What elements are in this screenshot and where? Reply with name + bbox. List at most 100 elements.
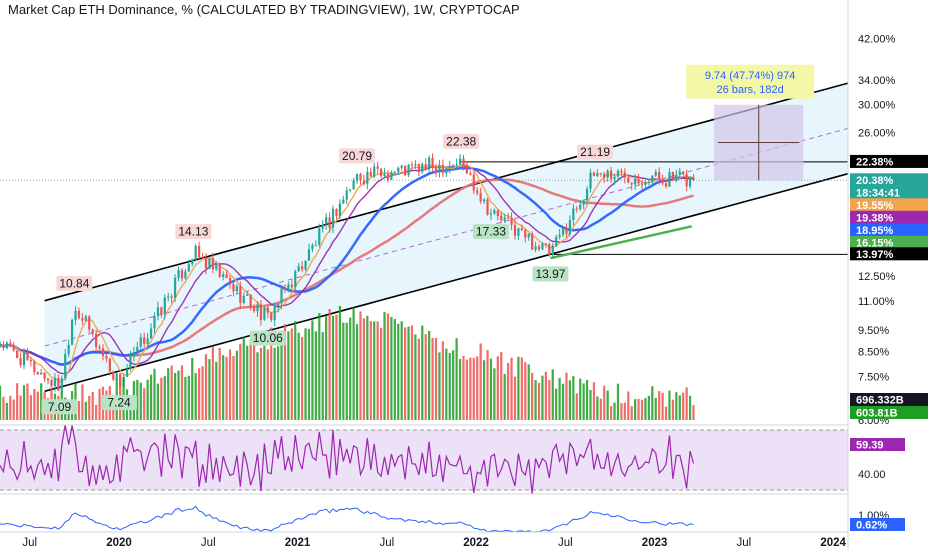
volume-label-box (850, 393, 928, 406)
candle-body (222, 274, 225, 277)
volume-bar (568, 380, 572, 420)
candle-body (510, 218, 513, 225)
candle-body (204, 257, 208, 269)
volume-bar (81, 384, 84, 420)
time-axis-tick: 2024 (820, 537, 846, 549)
volume-bar (603, 385, 606, 420)
rsi-tick: 40.00 (858, 469, 886, 481)
candle-body (438, 164, 441, 173)
candle-body (352, 180, 355, 190)
candle-body (386, 173, 390, 180)
volume-bar (424, 334, 427, 420)
volume-bar (143, 388, 146, 420)
candle-body (671, 172, 675, 180)
candle-body (98, 346, 101, 349)
volume-bar (541, 375, 544, 420)
key-point-label-box (41, 399, 78, 415)
volume-bar (458, 359, 462, 420)
channel-upper-line (44, 82, 849, 302)
volume-bar (503, 373, 506, 420)
price-label: 22.38% (856, 156, 894, 168)
candle-body (259, 304, 263, 320)
price-label-box (850, 154, 928, 168)
volume-bar (98, 388, 101, 420)
volume-bar (658, 391, 661, 420)
volume-bar (455, 338, 458, 420)
candle-body (465, 165, 469, 174)
macd-value-box (850, 518, 905, 531)
key-point-label: 7.09 (48, 400, 72, 414)
volume-bar (489, 358, 493, 420)
candle-body (616, 170, 620, 177)
rsi-value-box (850, 438, 905, 451)
candle-body (654, 172, 657, 176)
candle-body (527, 233, 530, 238)
candle-body (43, 372, 46, 379)
price-axis-tick: 34.00% (858, 75, 896, 87)
volume-bar (685, 387, 688, 420)
rsi-line (0, 424, 695, 494)
volume-bar (510, 357, 513, 420)
volume-bar (215, 361, 218, 420)
volume-bar (558, 377, 561, 420)
volume-bar (634, 399, 637, 420)
price-label: 16.15% (856, 237, 894, 249)
candle-body (448, 166, 451, 169)
volume-bar (379, 327, 383, 420)
volume-bar (307, 328, 311, 420)
candle-body (325, 217, 328, 225)
candle-body (112, 371, 115, 380)
candle-body (270, 312, 273, 321)
price-axis-bg (848, 0, 932, 550)
key-point-label: 17.33 (476, 225, 506, 239)
time-axis-tick: 2023 (642, 537, 668, 549)
volume-bar (623, 402, 626, 420)
price-axis-tick: 11.00% (858, 296, 895, 308)
volume-bar (335, 314, 338, 420)
candle-body (551, 245, 554, 255)
volume-label: 603.81B (856, 408, 898, 420)
volume-bar (5, 402, 8, 420)
candle-body (143, 337, 146, 344)
candle-body (19, 358, 22, 366)
candle-body (194, 245, 197, 260)
candle-body (379, 168, 383, 177)
volume-bar (12, 399, 15, 420)
volume-bar (280, 336, 283, 420)
price-label-box (850, 210, 928, 224)
volume-bar (589, 389, 592, 420)
candle-body (407, 164, 410, 175)
volume-bar (644, 398, 647, 420)
candle-body (77, 310, 81, 319)
candle-body (266, 307, 269, 313)
volume-bar (33, 389, 36, 420)
price-label-box (850, 223, 928, 237)
candle-body (520, 228, 523, 231)
candle-body (321, 224, 324, 229)
volume-bar (112, 401, 115, 420)
volume-bar (149, 374, 153, 420)
volume-bar (599, 398, 602, 420)
candle-body (688, 177, 692, 187)
volume-bar (235, 350, 239, 420)
candle-body (239, 286, 242, 303)
volume-bar (242, 337, 245, 420)
candle-body (534, 246, 537, 250)
volume-bar (496, 356, 499, 420)
volume-bar (431, 337, 434, 420)
volume-bar (661, 392, 664, 420)
candle-body (349, 189, 352, 191)
volume-label: 696.332B (856, 395, 904, 407)
measure-label-line1: 9.74 (47.74%) 974 (705, 70, 796, 82)
volume-bar (184, 376, 187, 420)
candle-body (184, 271, 187, 279)
ma-green-line (550, 225, 693, 260)
candle-body (33, 361, 36, 373)
volume-bar (349, 317, 352, 420)
volume-bar (476, 356, 479, 420)
volume-bar (579, 378, 582, 420)
candle-body (29, 359, 33, 362)
key-point-label-box (101, 395, 138, 411)
